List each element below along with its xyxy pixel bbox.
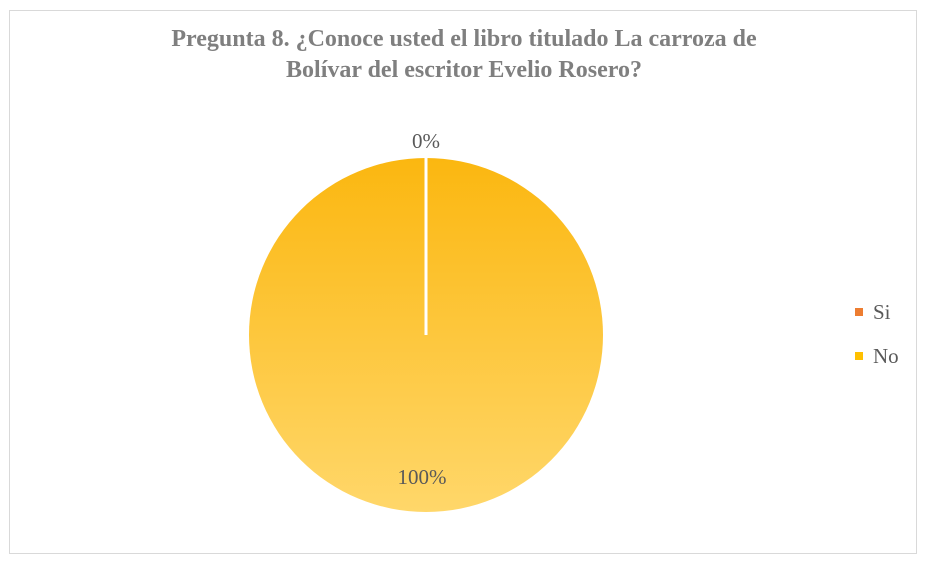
legend: Si No <box>855 297 899 385</box>
legend-item-no: No <box>855 341 899 371</box>
pie-slices <box>249 158 603 512</box>
data-label-si: 0% <box>412 129 440 153</box>
legend-swatch-si <box>855 308 863 316</box>
legend-label-no: No <box>873 343 899 368</box>
data-label-no: 100% <box>398 465 447 489</box>
chart-title-line-2: Bolívar del escritor Evelio Rosero? <box>286 57 642 83</box>
legend-swatch-no <box>855 352 863 360</box>
legend-label-si: Si <box>873 299 891 324</box>
chart-title-line-1: Pregunta 8. ¿Conoce usted el libro titul… <box>171 26 757 52</box>
legend-item-si: Si <box>855 297 899 327</box>
pie-data-labels: 0% 100% <box>398 129 447 489</box>
chart-title: Pregunta 8. ¿Conoce usted el libro titul… <box>0 24 928 86</box>
